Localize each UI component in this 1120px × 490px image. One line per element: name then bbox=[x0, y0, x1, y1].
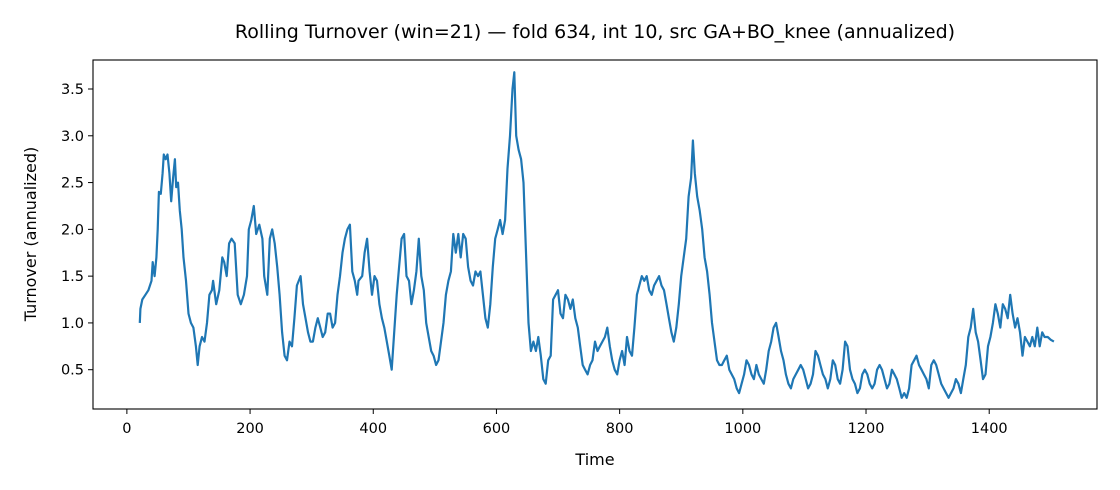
x-tick-label: 200 bbox=[236, 421, 264, 437]
x-tick-label: 1200 bbox=[848, 421, 885, 437]
x-tick-label: 1000 bbox=[724, 421, 761, 437]
y-tick-label: 3.0 bbox=[61, 129, 84, 145]
x-tick-label: 400 bbox=[359, 421, 387, 437]
x-tick-label: 600 bbox=[483, 421, 511, 437]
y-axis-ticks: 0.5 1.0 1.5 2.0 2.5 3.0 3.5 bbox=[61, 82, 93, 379]
series-line bbox=[138, 71, 1055, 399]
chart-title: Rolling Turnover (win=21) — fold 634, in… bbox=[235, 21, 955, 43]
y-tick-label: 3.5 bbox=[61, 82, 84, 98]
x-tick-label: 0 bbox=[122, 421, 131, 437]
plot-frame bbox=[92, 59, 1098, 410]
x-tick-label: 800 bbox=[606, 421, 634, 437]
y-tick-label: 0.5 bbox=[61, 363, 84, 379]
y-tick-label: 2.5 bbox=[61, 176, 84, 192]
y-tick-label: 1.0 bbox=[61, 316, 84, 332]
y-tick-label: 2.0 bbox=[61, 222, 84, 238]
x-axis-ticks: 0 200 400 600 800 1000 1200 1400 bbox=[122, 409, 1008, 437]
y-axis-label: Turnover (annualized) bbox=[21, 147, 40, 323]
y-tick-label: 1.5 bbox=[61, 269, 84, 285]
x-axis-label: Time bbox=[574, 450, 614, 469]
x-tick-label: 1400 bbox=[971, 421, 1008, 437]
